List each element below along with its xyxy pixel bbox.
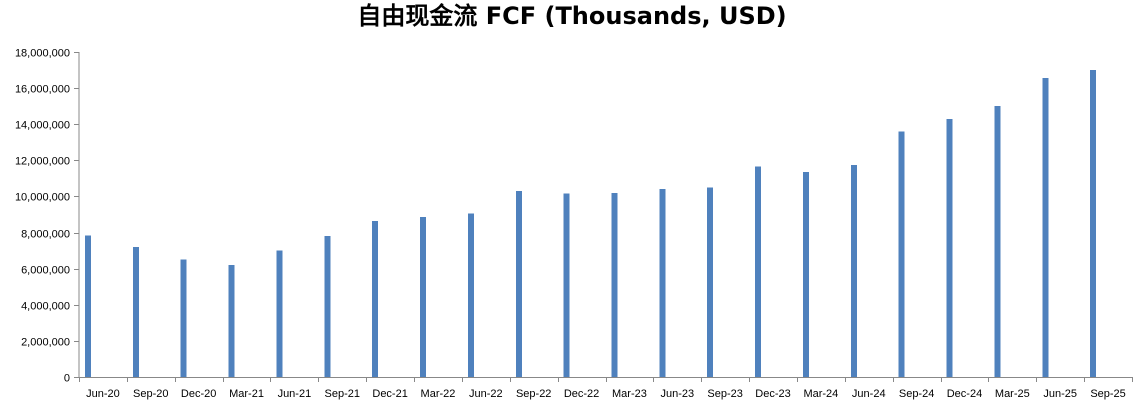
bar: [1090, 70, 1097, 378]
bar: [324, 236, 331, 377]
bar-series: [85, 70, 1097, 378]
bar: [85, 235, 91, 377]
x-tick-label: Mar-25: [995, 388, 1030, 400]
x-tick-label: Jun-25: [1043, 388, 1077, 400]
x-tick-label: Mar-23: [612, 388, 647, 400]
bar: [898, 131, 905, 377]
bar: [659, 189, 666, 377]
x-tick-label: Dec-24: [947, 388, 982, 400]
y-axis: 0 2,000,000 4,000,000 6,000,000 8,000,000 10,…: [15, 48, 80, 385]
y-tick-label: 2,000,000: [21, 337, 70, 349]
y-tick-label: 14,000,000: [15, 120, 70, 132]
bar: [563, 193, 570, 377]
x-tick-label: Sep-20: [133, 388, 168, 400]
bar: [850, 164, 857, 377]
bar: [132, 247, 139, 377]
y-tick-label: 10,000,000: [15, 192, 70, 204]
x-tick-label: Dec-22: [564, 388, 599, 400]
bar: [994, 106, 1001, 378]
x-tick-label: Dec-21: [372, 388, 407, 400]
y-tick-label: 8,000,000: [21, 229, 70, 241]
bar: [802, 172, 809, 377]
x-tick-label: Jun-20: [86, 388, 120, 400]
bar: [707, 187, 714, 377]
x-axis: Jun-20 Sep-20 Dec-20 Mar-21 Jun-21 Sep-21 Dec-…: [79, 377, 1133, 400]
chart-title: 自由现金流 FCF (Thousands, USD): [357, 2, 786, 30]
x-tick-label: Mar-22: [421, 388, 456, 400]
bar: [372, 220, 379, 377]
bar: [276, 250, 283, 377]
y-tick-label: 18,000,000: [15, 48, 70, 60]
x-tick-label: Sep-23: [707, 388, 742, 400]
y-tick-label: 16,000,000: [15, 84, 70, 96]
x-tick-label: Jun-21: [278, 388, 312, 400]
bar: [1042, 78, 1049, 378]
x-tick-label: Dec-20: [181, 388, 216, 400]
x-tick-label: Mar-21: [229, 388, 264, 400]
x-tick-label: Sep-22: [516, 388, 551, 400]
bar: [180, 259, 187, 377]
x-tick-label: Jun-24: [852, 388, 886, 400]
bar: [228, 265, 235, 377]
x-tick-label: Sep-25: [1090, 388, 1125, 400]
y-tick-label: 4,000,000: [21, 301, 70, 313]
x-tick-label: Mar-24: [803, 388, 838, 400]
y-tick-label: 0: [64, 373, 70, 385]
bar: [946, 118, 953, 378]
bar: [755, 166, 762, 377]
x-tick-label: Sep-21: [325, 388, 360, 400]
bar: [420, 217, 427, 377]
y-tick-label: 6,000,000: [21, 265, 70, 277]
bar: [467, 213, 474, 377]
y-tick-label: 12,000,000: [15, 156, 70, 168]
x-tick-label: Dec-23: [755, 388, 790, 400]
x-tick-label: Jun-22: [469, 388, 503, 400]
x-tick-label: Sep-24: [899, 388, 934, 400]
bar: [611, 192, 618, 377]
bar: [515, 191, 522, 377]
x-tick-label: Jun-23: [660, 388, 694, 400]
